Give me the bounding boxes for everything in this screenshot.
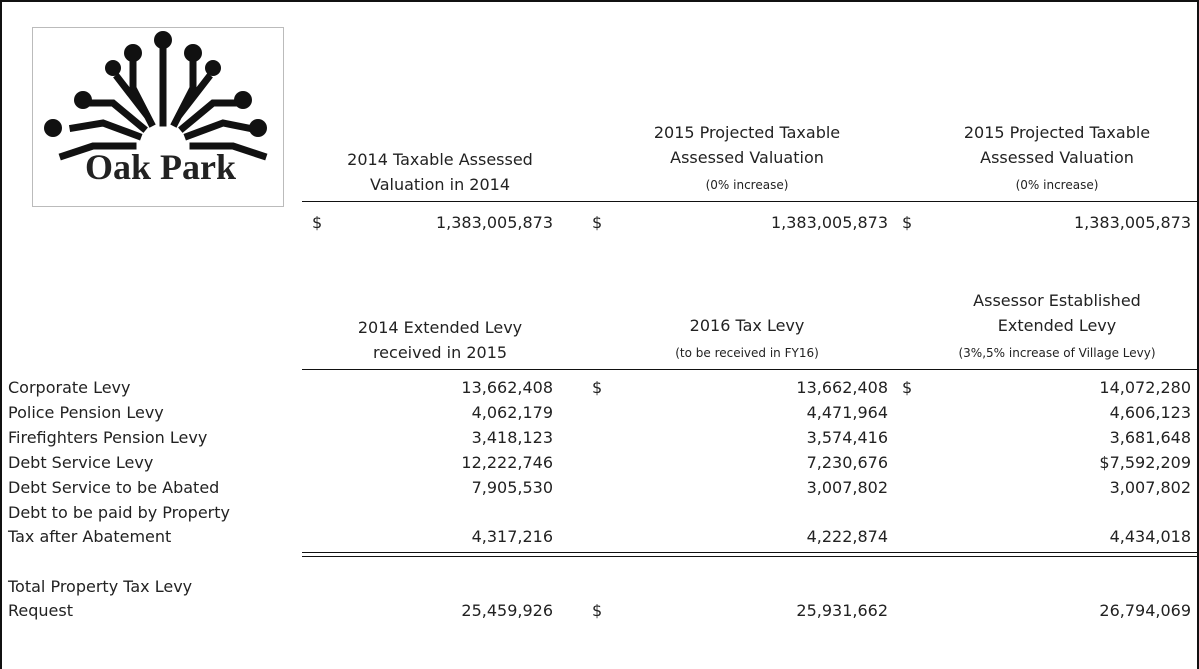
column-note: (to be received in FY16) [675,346,819,360]
column-header: Assessed Valuation [980,148,1134,167]
cell-value: 4,471,964 [806,403,888,422]
logo-mark [44,31,268,161]
cell-value: 4,062,179 [471,403,553,422]
column-header: Extended Levy [997,316,1117,335]
cell-value: 25,459,926 [461,601,553,620]
cell-value: 4,434,018 [1109,527,1191,546]
row-label: Total Property Tax Levy [8,577,193,596]
row-label: Debt Service Levy [8,453,154,472]
cell-value: 3,007,802 [806,478,888,497]
column-header: 2016 Tax Levy [689,316,805,335]
column-note: (0% increase) [705,178,789,192]
row-label: Tax after Abatement [8,527,172,546]
column-header: Assessor Established [973,291,1141,310]
cell-value: 1,383,005,873 [435,213,553,232]
cell-value: 13,662,408 [461,378,553,397]
row-label: Debt to be paid by Property [8,503,230,522]
row-label: Firefighters Pension Levy [8,428,208,447]
cell-value: $7,592,209 [1099,453,1191,472]
column-header: 2014 Extended Levy [357,318,523,337]
currency-sign: $ [312,213,323,232]
row-label: Debt Service to be Abated [8,478,220,497]
column-header: 2014 Taxable Assessed [347,150,533,169]
total-rule [302,552,1199,553]
cell-value: 4,317,216 [471,527,553,546]
cell-value: 26,794,069 [1099,601,1191,620]
total-rule [302,556,1199,557]
currency-sign: $ [592,378,603,397]
cell-value: 1,383,005,873 [770,213,888,232]
header-rule [302,369,1199,370]
currency-sign: $ [592,601,603,620]
currency-sign: $ [592,213,603,232]
column-note: (3%,5% increase of Village Levy) [958,346,1156,360]
row-label: Request [8,601,73,620]
cell-value: 13,662,408 [796,378,888,397]
cell-value: 25,931,662 [796,601,888,620]
column-header: 2015 Projected Taxable [653,123,841,142]
logo: Oak Park [32,27,284,207]
column-header: received in 2015 [372,343,508,362]
column-header: Assessed Valuation [670,148,824,167]
cell-value: 4,222,874 [806,527,888,546]
column-header: 2015 Projected Taxable [963,123,1151,142]
cell-value: 3,418,123 [471,428,553,447]
cell-value: 7,230,676 [806,453,888,472]
currency-sign: $ [902,378,913,397]
cell-value: 3,681,648 [1109,428,1191,447]
row-label: Police Pension Levy [8,403,164,422]
cell-value: 12,222,746 [461,453,553,472]
column-header: Valuation in 2014 [369,175,511,194]
currency-sign: $ [902,213,913,232]
column-note: (0% increase) [1015,178,1099,192]
cell-value: 4,606,123 [1109,403,1191,422]
cell-value: 3,574,416 [806,428,888,447]
cell-value: 1,383,005,873 [1073,213,1191,232]
cell-value: 7,905,530 [471,478,553,497]
header-rule [302,201,1199,202]
logo-text: Oak Park [85,147,237,187]
cell-value: 3,007,802 [1109,478,1191,497]
cell-value: 14,072,280 [1099,378,1191,397]
row-label: Corporate Levy [8,378,131,397]
